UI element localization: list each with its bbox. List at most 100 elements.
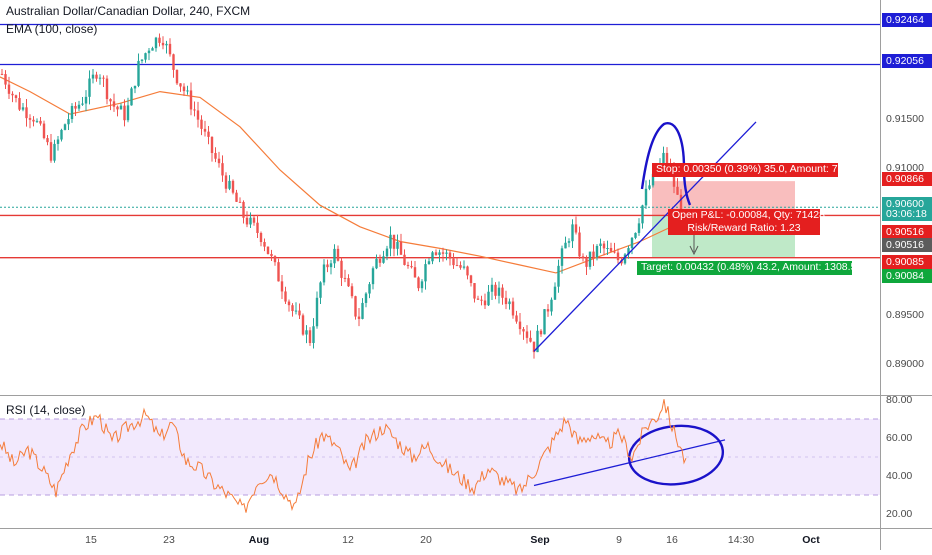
candle-body (389, 234, 392, 249)
candle-body (441, 252, 445, 254)
time-tick: 16 (666, 534, 678, 546)
candle-body (473, 283, 476, 299)
candle-body (322, 264, 326, 283)
candle-body (455, 265, 459, 267)
candle-body (210, 136, 214, 154)
price-label-blue: 0.92056 (882, 54, 932, 68)
time-tick: Aug (248, 534, 270, 546)
candle-body (375, 258, 378, 269)
candle-body (35, 120, 39, 122)
candle-body (424, 264, 427, 282)
time-tick: Oct (802, 534, 820, 546)
candle-body (182, 86, 186, 92)
rsi-circle-drawing (627, 424, 725, 486)
candle-body (431, 252, 434, 262)
candle-body (81, 103, 84, 105)
candle-body (284, 291, 287, 302)
price-tick: 0.91500 (886, 113, 924, 125)
candle-body (340, 260, 343, 278)
candle-body (207, 131, 210, 137)
candle-body (427, 261, 431, 265)
price-label-gray: 0.90516 (882, 238, 932, 252)
price-tick: 0.89000 (886, 358, 924, 370)
candle-body (242, 201, 245, 218)
candle-body (273, 256, 277, 263)
candle-body (189, 90, 193, 110)
candle-body (627, 248, 630, 255)
candle-body (270, 253, 273, 257)
candle-body (560, 248, 564, 266)
candle-body (490, 284, 494, 292)
price-label-green: 0.90084 (882, 269, 932, 283)
candle-body (0, 73, 4, 75)
candle-body (564, 242, 567, 249)
candle-body (249, 217, 252, 225)
candle-body (634, 232, 637, 238)
candle-body (553, 286, 557, 300)
candle-body (350, 286, 354, 297)
candle-body (588, 251, 592, 267)
candle-body (287, 301, 291, 306)
price-head-drawing (640, 122, 692, 206)
candle-body (221, 163, 224, 176)
candle-body (336, 248, 340, 261)
price-label-red: 0.90516 (882, 225, 932, 239)
candle-body (245, 217, 249, 225)
candle-body (130, 88, 133, 106)
candle-body (679, 194, 683, 214)
candle-body (385, 248, 389, 257)
price-label-red: 0.90085 (882, 255, 932, 269)
candle-body (319, 282, 322, 298)
candle-body (123, 105, 126, 121)
candle-body (378, 258, 382, 263)
candle-body (256, 222, 259, 233)
symbol-title: Australian Dollar/Canadian Dollar, 240, … (6, 4, 251, 18)
candle-body (480, 299, 483, 301)
candle-body (315, 297, 319, 327)
candle-body (417, 277, 420, 289)
risk-reward-label: Risk/Reward Ratio: 1.23 (668, 222, 820, 235)
candle-body (410, 266, 413, 268)
candle-body (301, 315, 305, 335)
candle-body (368, 284, 371, 294)
candle-body (137, 60, 140, 86)
candle-body (606, 247, 609, 249)
candle-body (326, 264, 329, 268)
candle-body (399, 241, 403, 255)
candle-body (228, 180, 231, 189)
candle-body (445, 252, 448, 254)
candle-body (623, 254, 627, 264)
candle-body (235, 192, 238, 202)
price-label-blue: 0.92464 (882, 13, 932, 27)
candle-body (91, 74, 95, 79)
candle-body (200, 119, 203, 129)
candle-body (539, 330, 543, 335)
candle-body (672, 169, 676, 187)
candle-body (546, 309, 550, 312)
candle-body (511, 301, 515, 316)
candle-body (497, 287, 501, 296)
candle-body (95, 74, 98, 79)
candle-body (196, 110, 200, 120)
rsi-tick: 80.00 (886, 394, 913, 406)
candle-body (298, 310, 301, 316)
candle-body (32, 119, 35, 122)
candle-body (63, 124, 67, 130)
candle-body (665, 152, 669, 167)
candle-body (18, 98, 21, 110)
candle-body (217, 158, 221, 164)
candle-body (308, 330, 312, 344)
candle-body (574, 224, 578, 233)
candle-body (483, 300, 487, 306)
candle-body (648, 185, 651, 189)
candle-body (518, 321, 522, 330)
candle-body (140, 59, 144, 61)
target-label: Target: 0.00432 (0.48%) 43.2, Amount: 13… (637, 261, 862, 275)
rsi-tick: 60.00 (886, 432, 913, 444)
candle-body (224, 175, 228, 189)
candle-body (105, 78, 109, 100)
price-label-teal: 03:06:18 (882, 207, 932, 221)
candle-body (515, 315, 518, 322)
